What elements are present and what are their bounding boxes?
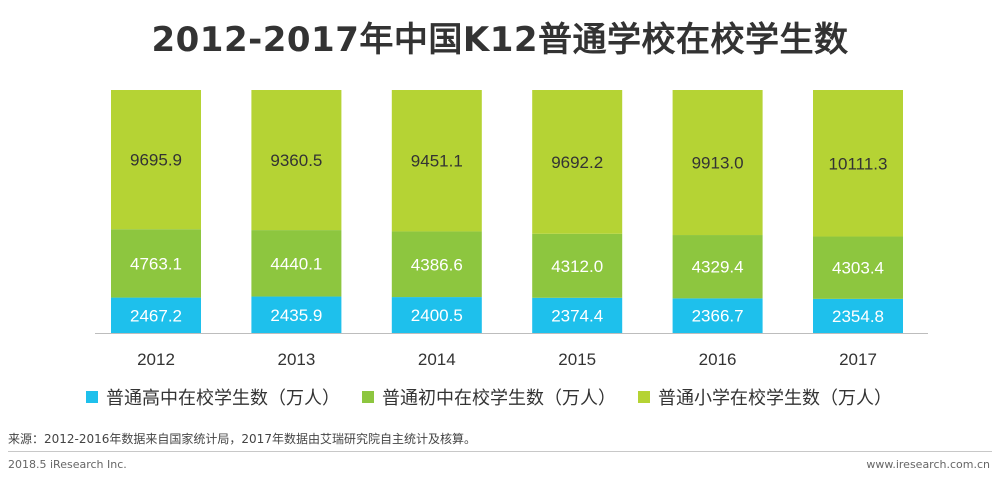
legend-item-middle-school: 普通初中在校学生数（万人）: [362, 384, 616, 410]
bar-segment-high-school-2017: [813, 298, 903, 333]
footer-website: www.iresearch.com.cn: [866, 458, 990, 471]
data-label-middle-school-2016: 4329.4: [692, 258, 744, 277]
legend-item-high-school: 普通高中在校学生数（万人）: [86, 384, 340, 410]
chart-title: 2012-2017年中国K12普通学校在校学生数: [151, 20, 849, 60]
data-label-primary-school-2014: 9451.1: [411, 152, 463, 171]
bar-segment-middle-school-2012: [111, 229, 201, 298]
data-label-high-school-2012: 2467.2: [130, 306, 182, 325]
x-tick-label-2017: 2017: [839, 350, 877, 369]
x-tick-label-2013: 2013: [277, 350, 315, 369]
bar-segment-primary-school-2017: [813, 90, 903, 237]
bar-segment-primary-school-2013: [251, 90, 342, 231]
data-label-middle-school-2015: 4312.0: [551, 257, 603, 276]
bar-segment-primary-school-2014: [391, 90, 482, 232]
legend-swatch-high-school: [86, 391, 98, 403]
data-label-primary-school-2017: 10111.3: [829, 154, 888, 173]
source-note: 来源：2012-2016年数据来自国家统计局，2017年数据由艾瑞研究院自主统计…: [8, 432, 476, 446]
x-tick-label-2015: 2015: [558, 350, 596, 369]
legend-swatch-middle-school: [362, 391, 374, 403]
footer-divider: [8, 451, 992, 452]
bar-segment-primary-school-2015: [532, 90, 623, 234]
data-label-primary-school-2013: 9360.5: [270, 151, 322, 170]
legend-swatch-primary-school: [638, 391, 650, 403]
data-label-high-school-2016: 2366.7: [692, 307, 744, 326]
bar-segment-middle-school-2017: [813, 236, 903, 299]
footer-copyright: 2018.5 iResearch Inc.: [8, 458, 127, 471]
bar-segment-primary-school-2012: [111, 90, 201, 230]
data-label-middle-school-2014: 4386.6: [411, 255, 463, 274]
bar-segment-high-school-2013: [251, 296, 342, 333]
data-label-primary-school-2015: 9692.2: [551, 153, 603, 172]
legend-label-middle-school: 普通初中在校学生数（万人）: [382, 388, 616, 409]
legend-item-primary-school: 普通小学在校学生数（万人）: [638, 384, 892, 410]
x-tick-label-2012: 2012: [137, 350, 175, 369]
data-label-primary-school-2016: 9913.0: [692, 154, 744, 173]
bar-segment-high-school-2015: [532, 297, 623, 333]
bar-segment-high-school-2016: [672, 298, 763, 333]
data-label-middle-school-2017: 4303.4: [832, 259, 884, 278]
bar-segment-middle-school-2016: [672, 235, 763, 299]
x-tick-label-2014: 2014: [418, 350, 456, 369]
data-label-high-school-2015: 2374.4: [551, 306, 603, 325]
bar-segment-high-school-2014: [391, 297, 482, 333]
data-label-middle-school-2012: 4763.1: [130, 254, 182, 273]
bar-segment-middle-school-2015: [532, 233, 623, 298]
bar-segment-middle-school-2013: [251, 230, 342, 297]
bar-segment-primary-school-2016: [672, 90, 763, 236]
data-label-high-school-2014: 2400.5: [411, 306, 463, 325]
legend-label-high-school: 普通高中在校学生数（万人）: [106, 388, 340, 409]
bar-segment-high-school-2012: [111, 297, 201, 333]
data-label-high-school-2017: 2354.8: [832, 307, 884, 326]
x-tick-label-2016: 2016: [699, 350, 737, 369]
bar-segment-middle-school-2014: [391, 231, 482, 298]
data-label-primary-school-2012: 9695.9: [130, 151, 182, 170]
data-label-middle-school-2013: 4440.1: [270, 254, 322, 273]
legend-label-primary-school: 普通小学在校学生数（万人）: [658, 388, 892, 409]
data-label-high-school-2013: 2435.9: [270, 306, 322, 325]
chart-legend: 普通高中在校学生数（万人） 普通初中在校学生数（万人） 普通小学在校学生数（万人…: [86, 384, 892, 410]
